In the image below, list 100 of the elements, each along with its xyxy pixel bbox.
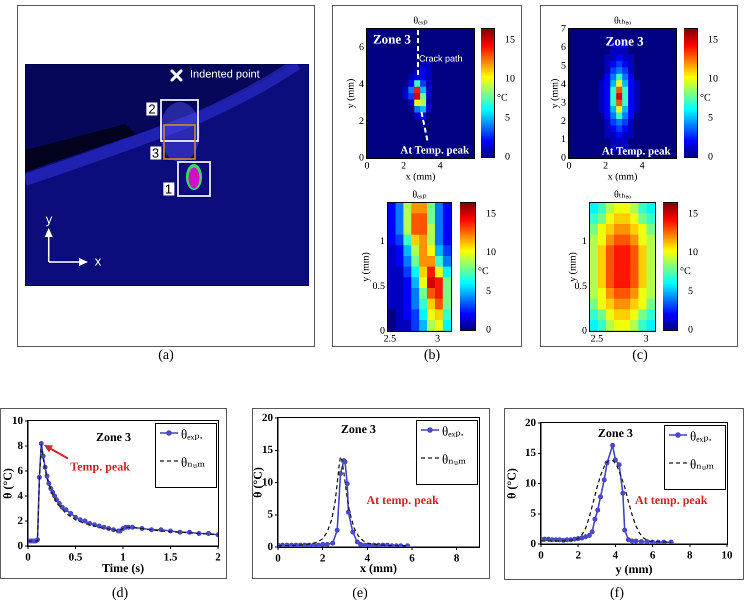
y-tick-label: 4 bbox=[359, 78, 364, 90]
x-tick-label: 2.5 bbox=[384, 334, 396, 345]
x-tick-label: 6 bbox=[409, 552, 416, 564]
y-tick-label: 1 bbox=[380, 236, 385, 248]
y-tick-label: 6 bbox=[561, 42, 566, 54]
y-tick-label: 0.5 bbox=[372, 280, 385, 292]
text: (f) bbox=[610, 586, 624, 601]
x-tick-label: 8 bbox=[454, 552, 460, 564]
chart-title: θₜₕₑₒ bbox=[614, 16, 632, 27]
y-axis-title: y (mm) bbox=[360, 252, 372, 282]
y-tick-label: 5 bbox=[530, 508, 536, 520]
text: 2 bbox=[146, 102, 158, 116]
chart-title: θₜₕₑₒ bbox=[614, 190, 632, 201]
legend-label: θₙᵤₘ bbox=[690, 456, 714, 472]
y-tick-label: 10 bbox=[262, 476, 274, 488]
color-bar-label: 15 bbox=[505, 34, 515, 46]
y-tick-label: 7 bbox=[561, 24, 566, 35]
x-axis-title: Time (s) bbox=[102, 560, 144, 575]
y-tick-label: 1 bbox=[582, 236, 587, 248]
annotation: Temp. peak bbox=[70, 460, 130, 474]
chart-title: θₑₓₚ bbox=[413, 16, 428, 27]
color-bar-label: 15 bbox=[688, 208, 698, 220]
text: 3 bbox=[150, 146, 162, 160]
y-tick-label: 6 bbox=[18, 464, 24, 477]
y-tick-label: 15 bbox=[262, 444, 274, 456]
legend-label: θₑₓₚ. bbox=[690, 428, 712, 444]
text: x bbox=[94, 254, 102, 268]
y-tick-label: 10 bbox=[525, 477, 536, 490]
y-tick-label: 10 bbox=[12, 414, 24, 427]
color-bar-label: 10 bbox=[708, 74, 718, 85]
y-tick-label: 0 bbox=[582, 326, 587, 337]
x-tick-label: 2 bbox=[401, 160, 406, 172]
text: (b) bbox=[424, 348, 440, 363]
color-bar-title: °C bbox=[680, 266, 691, 278]
annotation: Zone 3 bbox=[340, 422, 376, 436]
y-axis-title: y (mm) bbox=[346, 78, 357, 108]
annotation: At temp. peak bbox=[366, 493, 440, 508]
color-bar-label: 15 bbox=[486, 208, 496, 220]
annotation: At Temp. peak bbox=[602, 145, 672, 158]
color-bar-title: °C bbox=[700, 92, 711, 104]
text: (d) bbox=[112, 586, 128, 601]
y-axis-title: θ (°C) bbox=[250, 467, 264, 498]
color-bar-label: 10 bbox=[688, 247, 698, 258]
text: (c) bbox=[632, 348, 648, 363]
x-tick-label: 4 bbox=[438, 160, 443, 172]
y-tick-label: 20 bbox=[262, 412, 274, 424]
x-tick-label: 2 bbox=[215, 551, 222, 564]
annotation: At temp. peak bbox=[635, 493, 708, 508]
annotation: Zone 3 bbox=[96, 430, 132, 444]
x-tick-label: 3 bbox=[644, 334, 649, 345]
y-tick-label: 0 bbox=[380, 326, 385, 337]
x-tick-label: 8 bbox=[687, 549, 694, 562]
text: Indented point bbox=[190, 68, 260, 80]
x-tick-label: 4 bbox=[640, 160, 645, 172]
y-tick-label: 0.5 bbox=[574, 280, 587, 292]
annotation: At Temp. peak bbox=[400, 144, 470, 157]
x-tick-label: 0.5 bbox=[68, 551, 83, 564]
text: (e) bbox=[352, 586, 368, 601]
color-bar-title: °C bbox=[478, 266, 489, 278]
legend-label: θₑₓₚ. bbox=[442, 423, 464, 438]
x-axis-title: x (mm) bbox=[608, 172, 638, 183]
y-tick-label: 5 bbox=[268, 508, 274, 521]
legend-label: θₙᵤₘ bbox=[181, 454, 206, 470]
color-bar-label: 10 bbox=[486, 247, 496, 258]
annotation: Crack path bbox=[419, 54, 463, 64]
chart-title: θₑₓₚ bbox=[412, 190, 427, 201]
x-tick-label: 3 bbox=[435, 334, 440, 345]
x-axis-title: x (mm) bbox=[406, 172, 436, 183]
x-tick-label: 2 bbox=[320, 552, 326, 564]
color-bar-label: 0 bbox=[708, 152, 713, 163]
y-tick-label: 0 bbox=[268, 540, 274, 553]
y-axis-title: y (mm) bbox=[568, 252, 579, 282]
y-tick-label: 6 bbox=[359, 42, 364, 54]
y-tick-label: 4 bbox=[18, 490, 24, 502]
x-tick-label: 6 bbox=[650, 549, 656, 562]
x-axis-title: y (mm) bbox=[616, 562, 652, 576]
x-tick-label: 2 bbox=[603, 160, 608, 172]
y-tick-label: 0 bbox=[359, 152, 364, 164]
y-tick-label: 0 bbox=[18, 540, 24, 552]
color-bar-label: 0 bbox=[688, 324, 693, 336]
y-tick-label: 2 bbox=[18, 514, 24, 527]
legend-label: θₑₓₚ. bbox=[181, 426, 203, 442]
color-bar-label: 0 bbox=[486, 324, 491, 336]
annotation: Zone 3 bbox=[372, 31, 412, 46]
color-bar-label: 5 bbox=[486, 286, 491, 297]
y-tick-label: 15 bbox=[525, 447, 536, 460]
color-bar-title: °C bbox=[497, 92, 508, 104]
x-axis-title: x (mm) bbox=[360, 560, 397, 575]
y-tick-label: 1 bbox=[561, 134, 566, 146]
color-bar-label: 5 bbox=[708, 112, 713, 124]
y-axis-title: θ (°C) bbox=[0, 468, 14, 499]
y-tick-label: 2 bbox=[359, 116, 364, 127]
text: y bbox=[46, 212, 52, 226]
annotation: Zone 3 bbox=[606, 33, 644, 48]
y-tick-label: 0 bbox=[561, 152, 566, 164]
text: 1 bbox=[162, 181, 174, 196]
x-tick-label: 4 bbox=[612, 549, 619, 562]
color-bar-label: 5 bbox=[688, 286, 693, 297]
color-bar-label: 15 bbox=[708, 34, 718, 46]
text: (a) bbox=[158, 348, 174, 363]
